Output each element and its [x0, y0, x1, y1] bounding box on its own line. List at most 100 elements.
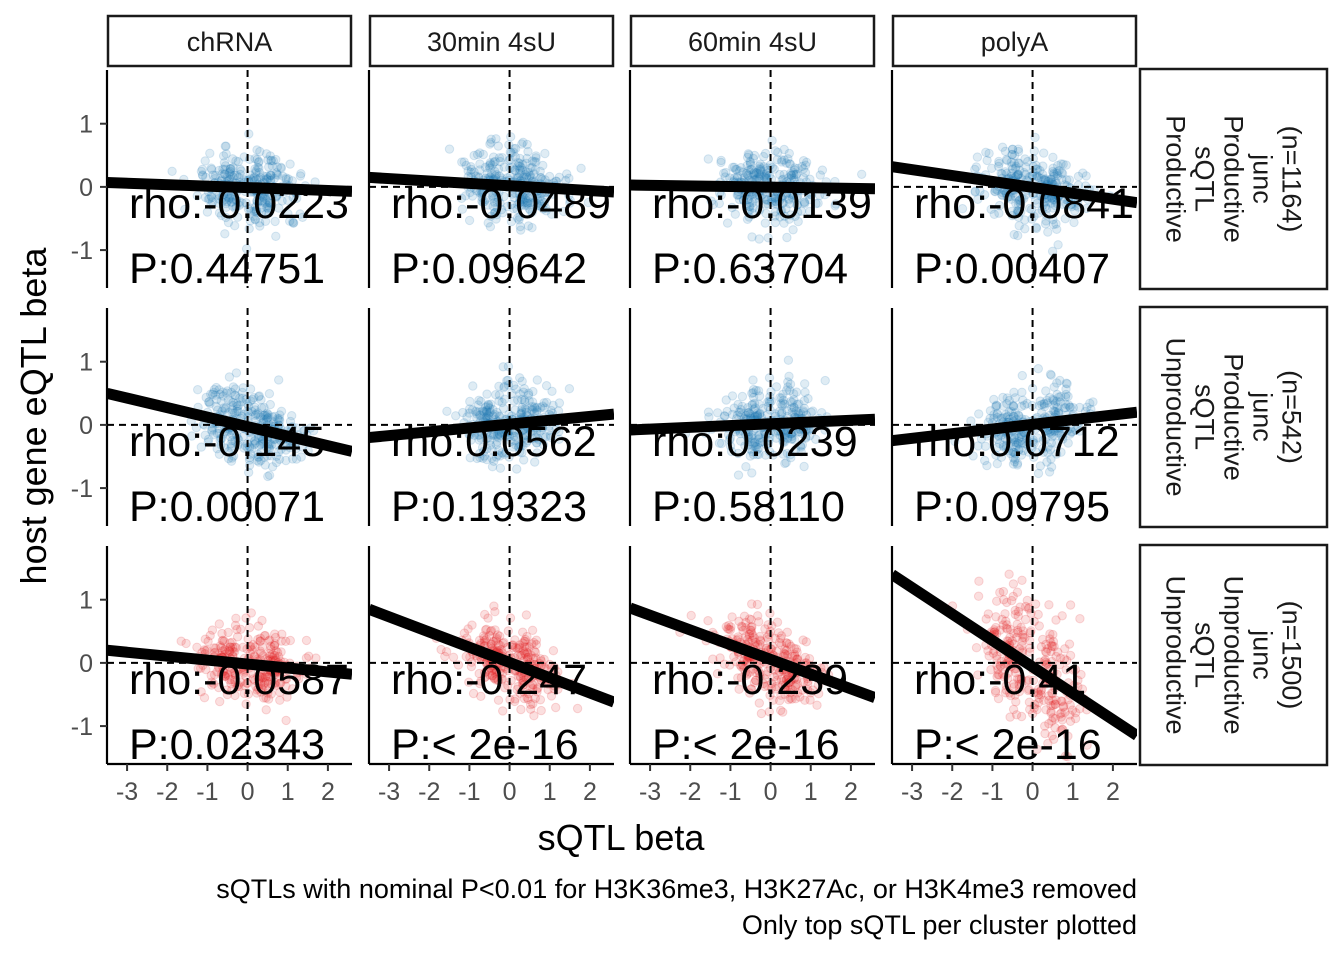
data-point [790, 163, 800, 173]
data-point [267, 649, 278, 660]
data-point [288, 217, 298, 227]
data-point [1015, 165, 1025, 176]
data-point [258, 672, 268, 683]
data-point [265, 170, 276, 180]
data-point [251, 205, 261, 216]
data-point [482, 168, 493, 179]
data-point [252, 145, 262, 155]
data-point [779, 144, 789, 155]
column-strip-label: chRNA [187, 27, 273, 57]
data-point [221, 141, 231, 151]
data-point [544, 171, 555, 182]
data-point [857, 169, 867, 180]
data-point [1012, 458, 1023, 468]
data-point [220, 443, 230, 453]
data-point [267, 462, 278, 472]
data-point [745, 451, 755, 461]
data-point [230, 690, 240, 701]
data-point [222, 386, 233, 396]
data-point [263, 471, 273, 482]
data-point [212, 444, 222, 454]
data-point [204, 397, 214, 407]
data-point [250, 438, 261, 448]
regression-line [892, 406, 1137, 447]
data-point [479, 407, 489, 417]
data-point [492, 202, 502, 213]
data-point [250, 402, 260, 412]
data-point [1016, 432, 1027, 442]
data-point [301, 653, 312, 663]
data-point [267, 679, 277, 690]
data-point [267, 440, 277, 450]
data-point [202, 207, 213, 217]
data-point [225, 164, 236, 174]
data-point [991, 450, 1001, 460]
data-point [458, 407, 468, 418]
data-point [1010, 437, 1020, 447]
data-point [982, 155, 992, 166]
rho-label: rho:0.0239 [652, 418, 858, 466]
data-point [273, 447, 284, 457]
data-point [784, 159, 795, 169]
data-point [746, 164, 757, 175]
data-point [509, 192, 519, 203]
data-point [228, 408, 238, 418]
x-axis-title: sQTL beta [538, 817, 706, 858]
data-point [538, 160, 548, 171]
data-point [980, 455, 990, 466]
data-point [749, 167, 760, 178]
data-point [1018, 446, 1028, 456]
data-point [1007, 401, 1018, 411]
data-point [465, 396, 475, 407]
data-point [1032, 433, 1043, 443]
data-point [777, 401, 787, 411]
data-point [205, 148, 215, 159]
data-point [267, 412, 278, 422]
data-point [724, 435, 735, 445]
data-point [773, 147, 783, 158]
data-point [276, 163, 286, 173]
data-point [1008, 453, 1018, 463]
data-point [1010, 457, 1020, 467]
data-point [1045, 174, 1056, 185]
data-point [266, 156, 276, 166]
data-point [1018, 395, 1028, 405]
data-point [1050, 200, 1061, 211]
data-point [1056, 447, 1066, 457]
data-point [541, 432, 551, 442]
data-point [719, 168, 729, 179]
data-point [1002, 393, 1012, 403]
data-point [200, 156, 210, 166]
data-point [233, 212, 243, 222]
data-point [998, 586, 1009, 597]
data-point [745, 444, 756, 454]
data-point [259, 402, 269, 413]
data-point [236, 166, 247, 176]
data-point [492, 431, 503, 441]
data-point [218, 387, 228, 397]
data-point [974, 576, 984, 586]
data-point [763, 194, 773, 205]
data-point [247, 394, 258, 405]
data-point [741, 168, 752, 179]
data-point [472, 453, 482, 464]
data-point [583, 197, 594, 208]
data-point [742, 195, 753, 205]
data-point [491, 452, 501, 462]
data-point [524, 396, 534, 406]
data-point [262, 676, 272, 686]
data-point [214, 165, 224, 176]
data-point [466, 435, 476, 445]
data-point [217, 433, 227, 444]
data-point [786, 641, 796, 652]
data-point [545, 430, 556, 441]
data-point [487, 445, 497, 455]
data-point [216, 440, 226, 450]
data-point [263, 676, 273, 687]
data-point [231, 613, 241, 623]
data-point [462, 412, 472, 422]
data-point [510, 432, 520, 442]
data-point [803, 393, 813, 404]
data-point [214, 208, 225, 218]
